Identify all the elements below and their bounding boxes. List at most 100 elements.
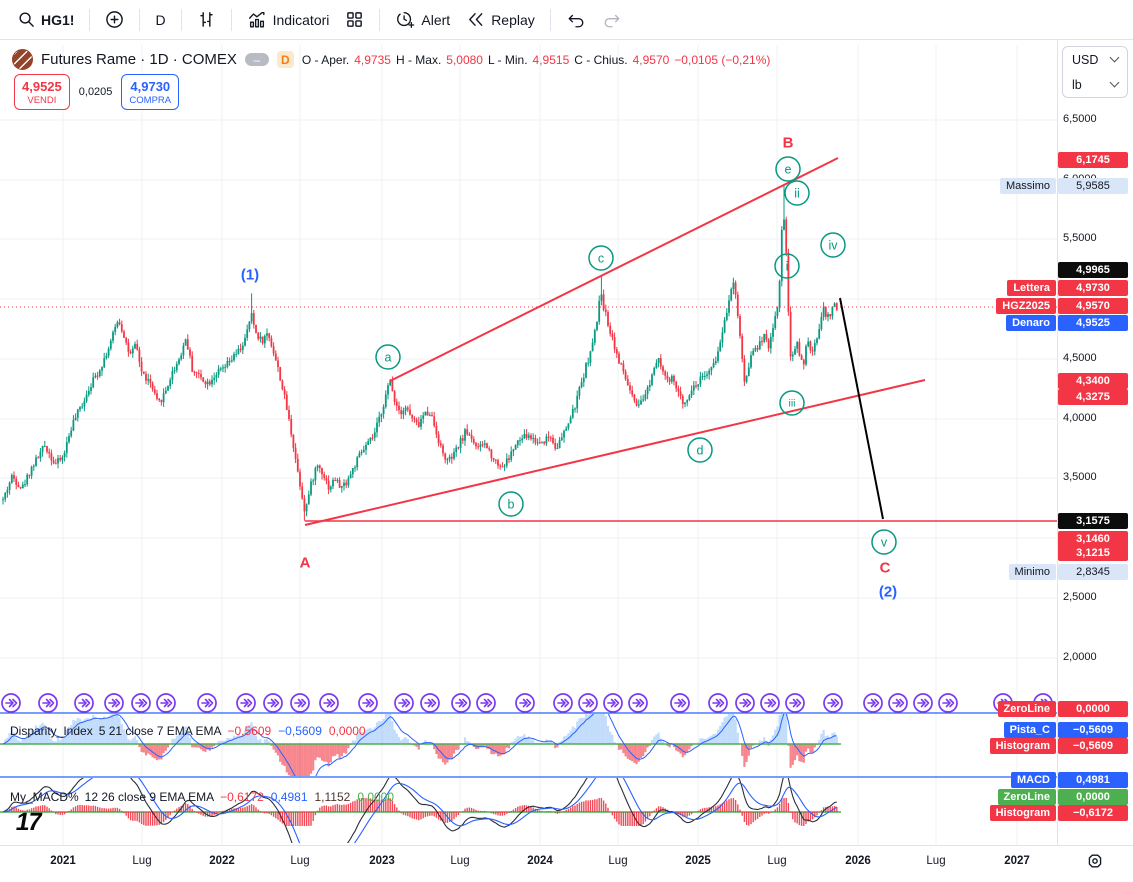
rollover-marker-icon[interactable] — [913, 693, 933, 713]
legend-interval-chip[interactable]: D — [276, 51, 294, 68]
projection-line[interactable] — [839, 297, 884, 520]
rollover-marker-icon[interactable] — [823, 693, 843, 713]
rollover-marker-icon[interactable] — [131, 693, 151, 713]
rollover-marker-icon[interactable] — [420, 693, 440, 713]
rollover-marker-icon[interactable] — [38, 693, 58, 713]
replay-button[interactable]: Replay — [458, 6, 543, 33]
time-tick[interactable]: Lug — [926, 855, 946, 867]
rollover-marker-icon[interactable] — [670, 693, 690, 713]
sell-price: 4,9525 — [22, 78, 62, 94]
chevron-down-icon — [1109, 52, 1120, 63]
rollover-marker-icon[interactable] — [290, 693, 310, 713]
wave-circle-ii[interactable]: ii — [784, 180, 810, 206]
time-tick[interactable]: 2027 — [1004, 855, 1030, 867]
rollover-marker-icon[interactable] — [476, 693, 496, 713]
time-tick[interactable]: 2023 — [369, 855, 395, 867]
rollover-marker-icon[interactable] — [888, 693, 908, 713]
symbol-search-button[interactable]: HG1! — [10, 7, 82, 32]
rollover-marker-icon[interactable] — [451, 693, 471, 713]
unit-select[interactable]: lb — [1063, 72, 1127, 97]
rollover-marker-icon[interactable] — [319, 693, 339, 713]
time-tick[interactable]: Lug — [290, 855, 310, 867]
macd-plot — [0, 778, 841, 843]
time-tick[interactable]: 2025 — [685, 855, 711, 867]
rollover-marker-icon[interactable] — [104, 693, 124, 713]
layout-grid-button[interactable] — [337, 6, 372, 33]
svg-text:ii: ii — [794, 187, 800, 201]
wave-circle-iv[interactable]: iv — [820, 232, 846, 258]
axis-badge-value: 4,9570 — [1058, 298, 1128, 314]
buy-button[interactable]: 4,9730 COMPRA — [121, 74, 180, 110]
time-tick[interactable]: Lug — [767, 855, 787, 867]
currency-select[interactable]: USD — [1063, 47, 1127, 72]
interval-button[interactable]: D — [147, 8, 173, 32]
svg-text:i: i — [786, 260, 789, 274]
rollover-marker-icon[interactable] — [628, 693, 648, 713]
undo-button[interactable] — [558, 7, 594, 33]
time-tick[interactable]: 2022 — [209, 855, 235, 867]
wave-circle-c[interactable]: c — [588, 245, 614, 271]
wave-circle-e[interactable]: e — [775, 156, 801, 182]
rollover-marker-icon[interactable] — [578, 693, 598, 713]
rollover-marker-icon[interactable] — [938, 693, 958, 713]
rollover-marker-icon[interactable] — [263, 693, 283, 713]
alert-button[interactable]: Alert — [387, 6, 458, 34]
axis-badge-value: −0,5609 — [1058, 738, 1128, 754]
unit-selector: USD lb — [1062, 46, 1128, 98]
lower-channel-line[interactable] — [304, 379, 926, 526]
rollover-marker-icon[interactable] — [1, 693, 21, 713]
upper-channel-line[interactable] — [389, 157, 839, 382]
toolbar-separator — [139, 8, 141, 31]
time-tick[interactable]: 2026 — [845, 855, 871, 867]
rollover-marker-icon[interactable] — [735, 693, 755, 713]
svg-text:e: e — [785, 163, 792, 177]
redo-button[interactable] — [594, 7, 630, 33]
rollover-marker-icon[interactable] — [515, 693, 535, 713]
macd-legend[interactable]: My_MACD% 12 26 close 9 EMA EMA −0,6172 0,… — [10, 790, 401, 804]
wave-circle-iii[interactable]: iii — [779, 390, 805, 416]
rollover-marker-icon[interactable] — [236, 693, 256, 713]
sell-button[interactable]: 4,9525 VENDI — [14, 74, 70, 110]
symbol-title[interactable]: Futures Rame · 1D · COMEX — [41, 51, 237, 68]
legend-collapse-chip[interactable]: – — [244, 53, 269, 66]
rollover-marker-icon[interactable] — [760, 693, 780, 713]
axis-badge-label: Massimo — [999, 178, 1056, 194]
wave-label-(2)[interactable]: (2) — [879, 584, 897, 601]
time-tick[interactable]: 2021 — [50, 855, 76, 867]
axis-settings-button[interactable] — [1086, 852, 1104, 875]
toolbar-separator — [89, 8, 91, 31]
wave-label-(1)[interactable]: (1) — [241, 267, 259, 284]
rollover-marker-icon[interactable] — [603, 693, 623, 713]
compare-add-button[interactable] — [97, 6, 132, 33]
axis-badge-label: ZeroLine — [997, 701, 1056, 717]
rollover-marker-icon[interactable] — [863, 693, 883, 713]
rollover-marker-icon[interactable] — [197, 693, 217, 713]
rollover-marker-icon[interactable] — [708, 693, 728, 713]
rollover-marker-icon[interactable] — [785, 693, 805, 713]
time-tick[interactable]: Lug — [450, 855, 470, 867]
rollover-marker-icon[interactable] — [553, 693, 573, 713]
disparity-index-legend[interactable]: Disparity_Index 5 21 close 7 EMA EMA −0,… — [10, 724, 373, 738]
rollover-marker-icon[interactable] — [74, 693, 94, 713]
time-tick[interactable]: Lug — [132, 855, 152, 867]
indicators-button[interactable]: Indicatori — [239, 6, 338, 33]
wave-circle-a[interactable]: a — [375, 344, 401, 370]
wave-circle-v[interactable]: v — [871, 529, 897, 555]
wave-label-A[interactable]: A — [300, 555, 311, 572]
tradingview-logo[interactable]: 17 — [13, 808, 43, 836]
top-toolbar: HG1! D Indicatori — [0, 0, 1133, 40]
chart-style-button[interactable] — [189, 6, 224, 33]
wave-circle-i[interactable]: i — [774, 253, 800, 279]
wave-circle-b[interactable]: b — [498, 491, 524, 517]
wave-label-B[interactable]: B — [783, 135, 794, 152]
wave-circle-d[interactable]: d — [687, 437, 713, 463]
time-axis[interactable]: 2021 Lug 2022 Lug 2023 Lug 2024 Lug 2025 Lug 2026 L… — [0, 845, 1133, 882]
rollover-marker-icon[interactable] — [156, 693, 176, 713]
rollover-marker-icon[interactable] — [394, 693, 414, 713]
time-tick[interactable]: 2024 — [527, 855, 553, 867]
rollover-marker-icon[interactable] — [358, 693, 378, 713]
time-tick[interactable]: Lug — [608, 855, 628, 867]
wave-label-C[interactable]: C — [880, 560, 891, 577]
